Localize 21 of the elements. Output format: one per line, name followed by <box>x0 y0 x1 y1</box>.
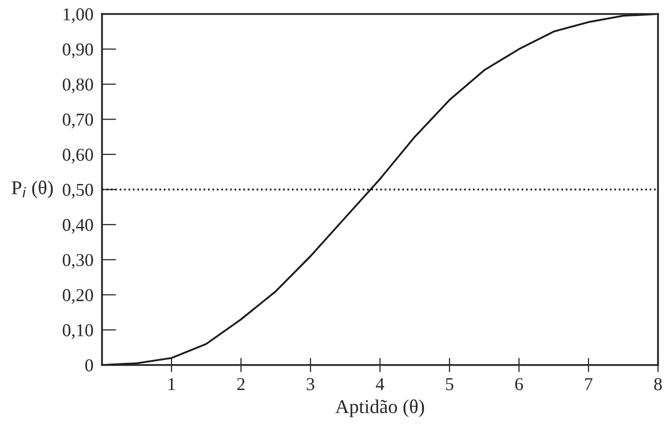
y-tick-label: 0,40 <box>62 218 93 234</box>
x-tick-label: 1 <box>168 378 175 390</box>
x-axis-title: Aptidão (θ) <box>335 399 424 418</box>
x-tick-label: 5 <box>446 378 454 390</box>
y-axis-title: P$_{i}$ (θ) <box>12 180 53 198</box>
x-tick-label: 7 <box>585 378 592 390</box>
x-tick-label: 8 <box>654 378 662 390</box>
y-tick-label: 0,80 <box>62 78 93 94</box>
y-tick-label: 0,30 <box>62 254 93 269</box>
y-tick-label: 0 <box>85 359 93 372</box>
y-tick-label: 1,00 <box>64 8 93 24</box>
y-tick-label: 0,70 <box>62 114 93 128</box>
y-tick-label: 0,90 <box>62 43 93 58</box>
x-tick-label: 2 <box>237 378 245 390</box>
y-tick-label: 0,20 <box>62 289 93 304</box>
y-tick-label: 0,50 <box>62 184 93 199</box>
y-tick-label: 0,60 <box>62 148 93 164</box>
x-tick-label: 4 <box>376 378 384 390</box>
x-tick-label: 6 <box>515 378 523 390</box>
y-tick-label: 0,10 <box>62 324 93 339</box>
x-tick-label: 3 <box>306 378 314 390</box>
